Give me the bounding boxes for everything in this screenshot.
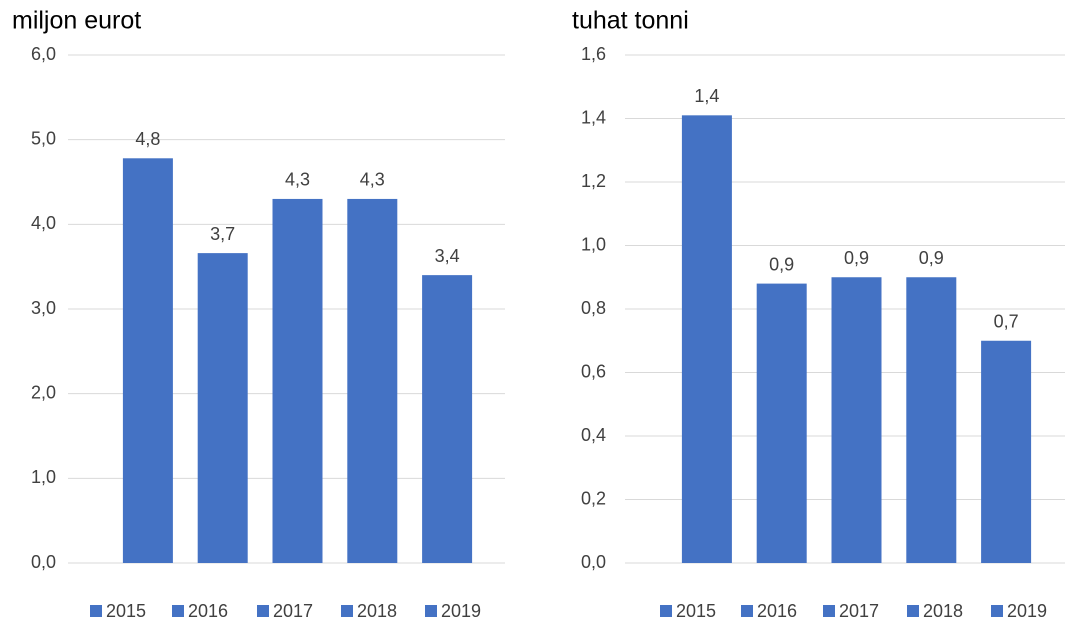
y-tick-label: 1,6 <box>581 44 606 64</box>
value-label: 0,9 <box>844 248 869 268</box>
legend-swatch <box>425 605 437 617</box>
bar <box>906 277 957 563</box>
value-label: 3,4 <box>435 246 460 266</box>
y-tick-label: 4,0 <box>31 213 56 233</box>
y-tick-label: 2,0 <box>31 382 56 402</box>
y-tick-label: 3,0 <box>31 298 56 318</box>
bar <box>347 198 398 563</box>
legend-label: 2015 <box>106 601 146 621</box>
y-tick-label: 0,6 <box>581 361 606 381</box>
value-label: 4,3 <box>285 170 310 190</box>
bar <box>422 275 473 563</box>
y-tick-label: 0,2 <box>581 488 606 508</box>
legend-swatch <box>341 605 353 617</box>
value-label: 0,9 <box>769 254 794 274</box>
legend-label: 2019 <box>441 601 481 621</box>
legend-swatch <box>172 605 184 617</box>
value-label: 4,8 <box>135 129 160 149</box>
legend-swatch <box>90 605 102 617</box>
value-label: 4,3 <box>360 170 385 190</box>
legend-swatch <box>741 605 753 617</box>
value-label: 1,4 <box>694 86 719 106</box>
legend-swatch <box>257 605 269 617</box>
bar <box>272 198 323 563</box>
bar <box>197 253 248 563</box>
legend-label: 2019 <box>1007 601 1047 621</box>
y-tick-label: 1,2 <box>581 171 606 191</box>
chart-title: tuhat tonni <box>572 7 689 35</box>
legend-label: 2018 <box>923 601 963 621</box>
legend-swatch <box>660 605 672 617</box>
legend-swatch <box>907 605 919 617</box>
bar <box>122 158 173 563</box>
y-tick-label: 0,0 <box>581 552 606 572</box>
legend-swatch <box>991 605 1003 617</box>
y-tick-label: 1,0 <box>581 234 606 254</box>
y-tick-label: 1,0 <box>31 467 56 487</box>
bar <box>831 277 882 563</box>
legend-label: 2016 <box>188 601 228 621</box>
legend-swatch <box>823 605 835 617</box>
value-label: 3,7 <box>210 224 235 244</box>
y-tick-label: 0,8 <box>581 298 606 318</box>
legend-label: 2017 <box>273 601 313 621</box>
legend-label: 2015 <box>676 601 716 621</box>
bar <box>756 283 807 563</box>
bar <box>981 340 1032 563</box>
legend-label: 2018 <box>357 601 397 621</box>
value-label: 0,9 <box>919 248 944 268</box>
y-tick-label: 0,0 <box>31 552 56 572</box>
y-tick-label: 6,0 <box>31 44 56 64</box>
legend-label: 2016 <box>757 601 797 621</box>
y-tick-label: 0,4 <box>581 425 606 445</box>
bar <box>681 115 732 563</box>
y-tick-label: 5,0 <box>31 128 56 148</box>
y-tick-label: 1,4 <box>581 107 606 127</box>
chart-title: miljon eurot <box>12 7 141 35</box>
legend-label: 2017 <box>839 601 879 621</box>
value-label: 0,7 <box>994 312 1019 332</box>
